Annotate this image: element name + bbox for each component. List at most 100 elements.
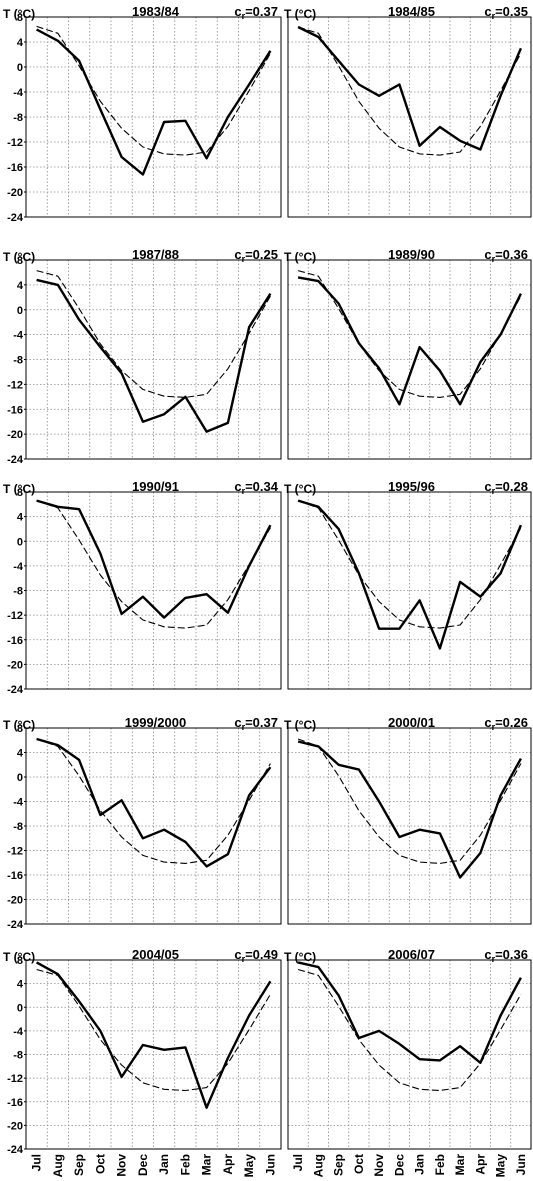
x-tick-label: Oct (93, 1154, 107, 1174)
solid-series-line (297, 276, 522, 406)
y-tick-label: 4 (17, 37, 24, 49)
x-tick-label: Sep (72, 1154, 86, 1176)
dashed-series-line (36, 25, 271, 156)
y-tick-label: 0 (17, 1002, 23, 1014)
x-tick-label: Dec (136, 1154, 150, 1176)
y-tick-label: -8 (13, 355, 23, 367)
y-tick-label: -20 (7, 895, 23, 907)
x-tick-label: Jun (514, 1154, 528, 1175)
panel-1983-84: 8 4 0 -4 -8 -12 -16 -20 -24 T (°C) 1983/84 cr=0.37 (3, 4, 282, 224)
x-tick-label: Jul (291, 1154, 305, 1171)
solid-series-line (36, 278, 272, 433)
x-tick-label: Nov (115, 1154, 129, 1177)
x-tick-label: Jan (413, 1154, 427, 1175)
x-tick-label: Dec (392, 1154, 406, 1176)
plot-frame (287, 16, 532, 218)
solid-series-line (36, 499, 272, 619)
y-axis-label: T (°C) (3, 7, 35, 21)
y-axis-label: T (°C) (284, 482, 316, 496)
y-axis-label: T (°C) (284, 950, 316, 964)
cr-label: cr=0.34 (234, 479, 278, 496)
y-tick-label: -20 (7, 187, 23, 199)
cr-label: cr=0.49 (234, 947, 278, 964)
y-tick-label: -20 (7, 659, 23, 671)
y-tick-label: 4 (17, 748, 24, 760)
y-tick-label: -20 (7, 429, 23, 441)
y-tick-label: -4 (13, 1026, 24, 1038)
panel-1984-85: T (°C) 1984/85 cr=0.35 (284, 4, 532, 218)
y-tick-label: -8 (13, 586, 23, 598)
x-tick-label: May (494, 1154, 508, 1178)
y-tick-label: 0 (17, 62, 23, 74)
panel-title: 2004/05 (132, 947, 179, 962)
plot-frame (287, 491, 532, 690)
x-tick-label: Oct (352, 1154, 366, 1174)
y-tick-label: -24 (7, 919, 24, 931)
dashed-series-line (36, 738, 271, 864)
dashed-series-line (297, 968, 522, 1092)
cr-label: cr=0.35 (484, 4, 528, 21)
y-tick-label: -24 (7, 454, 24, 466)
y-tick-label: 8 (17, 955, 23, 967)
panel-1995-96: T (°C) 1995/96 cr=0.28 (284, 479, 532, 690)
x-tick-label: Sep (332, 1154, 346, 1176)
x-tick-label: Mar (200, 1154, 214, 1176)
solid-series-line (36, 737, 272, 868)
y-tick-label: 4 (17, 979, 24, 991)
panel-title: 1984/85 (388, 4, 435, 19)
panel-title: 1999/2000 (125, 715, 186, 730)
panel-title: 1987/88 (132, 247, 179, 262)
x-tick-label: Aug (311, 1154, 325, 1177)
y-tick-label: -8 (13, 1050, 23, 1062)
y-tick-label: 0 (17, 772, 23, 784)
y-axis-label: T (°C) (284, 7, 316, 21)
y-tick-label: -16 (7, 404, 23, 416)
x-tick-label: Jul (30, 1154, 44, 1171)
y-axis-label: T (°C) (284, 718, 316, 732)
x-tick-label: Apr (473, 1154, 487, 1175)
solid-series-line (297, 25, 523, 151)
y-tick-label: 4 (17, 280, 24, 292)
dashed-series-line (36, 270, 271, 398)
x-tick-label: Nov (372, 1154, 386, 1177)
y-tick-label: 8 (17, 723, 23, 735)
dashed-series-line (297, 270, 522, 398)
y-tick-label: -16 (7, 635, 23, 647)
y-tick-label: -8 (13, 821, 23, 833)
y-tick-label: -8 (13, 112, 23, 124)
y-tick-label: -4 (13, 797, 24, 809)
y-tick-label: 8 (17, 12, 23, 24)
y-tick-label: -16 (7, 870, 23, 882)
panel-2000-01: T (°C) 2000/01 cr=0.26 (284, 715, 532, 925)
panel-2004-05: 8 4 0 -4 -8 -12 -16 -20 -24 T (°C) 2004/05 cr=0.49 J… (3, 947, 282, 1177)
y-tick-label: 4 (17, 512, 24, 524)
dashed-series-line (297, 500, 522, 629)
y-tick-label: -16 (7, 1097, 23, 1109)
plot-frame (287, 959, 532, 1150)
cr-label: cr=0.28 (484, 479, 528, 496)
y-axis-label: T (°C) (3, 950, 35, 964)
panel-1989-90: T (°C) 1989/90 cr=0.36 (284, 247, 532, 460)
panel-1990-91: 8 4 0 -4 -8 -12 -16 -20 -24 T (°C) 1990/91 cr=0.34 (3, 479, 282, 696)
y-tick-label: -24 (7, 684, 24, 696)
panel-2006-07: T (°C) 2006/07 cr=0.36 Jul Aug Sep Oct Nov Dec Ja… (284, 947, 532, 1178)
y-tick-label: -12 (7, 610, 23, 622)
y-tick-label: -4 (13, 561, 24, 573)
y-tick-label: -4 (13, 330, 24, 342)
cr-label: cr=0.36 (484, 247, 528, 264)
y-tick-label: -12 (7, 137, 23, 149)
y-tick-label: 8 (17, 255, 23, 267)
y-tick-label: -24 (7, 1144, 24, 1156)
x-tick-label: Feb (433, 1154, 447, 1175)
dashed-series-line (36, 968, 271, 1092)
x-tick-label: Jan (157, 1154, 171, 1175)
panel-1999-2000: 8 4 0 -4 -8 -12 -16 -20 -24 T (°C) 1999/2000 cr=0.3… (3, 715, 282, 931)
x-tick-label: Jun (263, 1154, 277, 1175)
panel-title: 2006/07 (388, 947, 435, 962)
solid-series-line (297, 740, 522, 879)
x-tick-label: Feb (178, 1154, 192, 1175)
plot-frame (287, 727, 532, 925)
cr-label: cr=0.37 (234, 715, 278, 732)
x-tick-label: Apr (221, 1154, 235, 1175)
